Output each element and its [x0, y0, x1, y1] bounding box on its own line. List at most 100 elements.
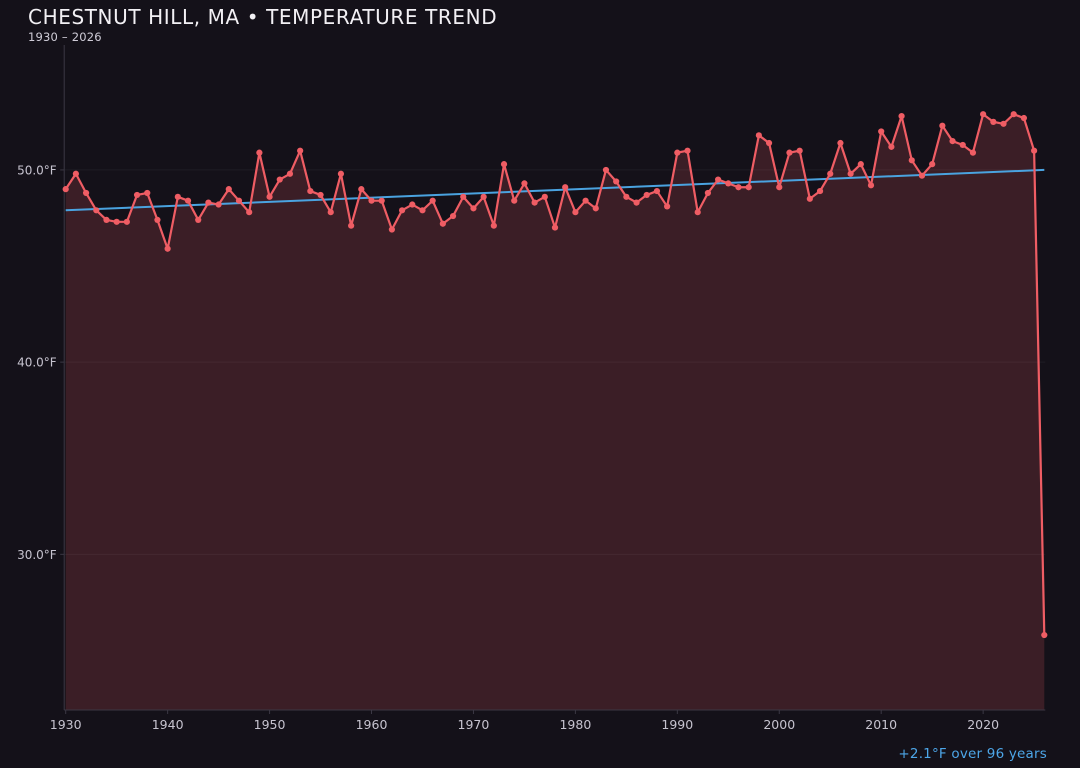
data-point-1952 — [286, 170, 294, 177]
data-point-2026 — [1041, 631, 1048, 639]
data-point-1949 — [256, 149, 263, 156]
data-point-1996 — [735, 184, 742, 191]
data-point-1946 — [225, 186, 232, 193]
x-tick-label: 2010 — [865, 717, 897, 732]
data-point-1975 — [521, 180, 528, 187]
data-point-1944 — [205, 199, 212, 206]
data-point-1988 — [653, 187, 661, 195]
x-tick-label: 1950 — [254, 717, 286, 732]
data-point-2016 — [939, 122, 946, 129]
data-point-1968 — [449, 212, 457, 220]
data-point-2003 — [806, 195, 813, 202]
data-point-1973 — [500, 161, 508, 168]
data-point-1978 — [551, 224, 559, 231]
data-point-2015 — [929, 161, 936, 168]
y-tick-label: 40.0°F — [17, 356, 57, 370]
data-point-1965 — [419, 207, 426, 214]
data-point-1953 — [297, 147, 304, 154]
data-point-2021 — [990, 118, 997, 125]
data-point-1933 — [93, 207, 100, 214]
data-point-1931 — [72, 170, 79, 177]
data-point-1963 — [398, 207, 406, 214]
data-point-1976 — [531, 199, 538, 206]
data-point-1960 — [368, 197, 375, 204]
data-point-1990 — [674, 149, 681, 156]
data-point-1998 — [755, 132, 762, 139]
x-tick-label: 1960 — [356, 717, 388, 732]
data-point-1930 — [62, 186, 69, 193]
data-point-1940 — [164, 245, 171, 252]
data-point-1981 — [582, 197, 589, 204]
x-tick-label: 1970 — [458, 717, 490, 732]
data-point-1967 — [439, 220, 446, 227]
data-point-1972 — [490, 222, 497, 229]
data-point-2018 — [959, 141, 966, 149]
data-point-2019 — [969, 149, 977, 156]
data-point-1970 — [470, 205, 477, 212]
data-point-1955 — [317, 191, 324, 199]
data-point-1995 — [725, 180, 732, 187]
data-point-1950 — [266, 193, 273, 200]
data-point-2004 — [816, 187, 824, 195]
data-point-1938 — [144, 189, 151, 197]
trend-annotation: +2.1°F over 96 years — [898, 746, 1047, 762]
data-point-1987 — [643, 191, 650, 199]
data-point-2001 — [786, 149, 793, 156]
data-point-2022 — [1000, 120, 1007, 127]
chart-header: CHESTNUT HILL, MA • TEMPERATURE TREND 19… — [28, 6, 497, 45]
data-point-1974 — [511, 197, 518, 204]
x-tick-label: 1980 — [559, 717, 591, 732]
data-point-1936 — [123, 218, 130, 225]
data-point-1948 — [246, 209, 253, 216]
data-point-2007 — [847, 170, 854, 177]
data-point-2017 — [949, 137, 956, 145]
data-point-1934 — [103, 216, 110, 223]
data-point-1941 — [174, 193, 181, 200]
data-point-2000 — [776, 184, 783, 191]
x-tick-label: 1930 — [50, 717, 82, 732]
data-point-2011 — [888, 143, 895, 150]
trend-line — [65, 168, 1045, 212]
data-point-2006 — [837, 139, 844, 147]
y-tick-label: 50.0°F — [17, 163, 57, 177]
data-point-1984 — [613, 178, 620, 185]
data-point-1942 — [184, 197, 192, 204]
data-point-2012 — [898, 113, 905, 120]
data-point-1997 — [745, 184, 752, 191]
data-point-1945 — [215, 201, 222, 208]
data-point-1961 — [378, 197, 385, 204]
data-point-2024 — [1020, 114, 1028, 122]
data-point-2009 — [867, 182, 875, 189]
data-point-1994 — [715, 176, 722, 183]
y-tick-label: 30.0°F — [17, 548, 57, 562]
data-point-1937 — [133, 191, 141, 199]
data-point-1985 — [623, 193, 630, 200]
data-point-1991 — [684, 147, 691, 154]
x-tick-label: 1990 — [661, 717, 693, 732]
data-point-2013 — [908, 157, 915, 164]
data-point-1971 — [480, 193, 487, 200]
data-point-1935 — [113, 218, 120, 225]
data-point-1992 — [694, 209, 701, 216]
data-point-1956 — [327, 209, 334, 216]
data-point-1993 — [704, 189, 712, 197]
data-point-1969 — [460, 193, 467, 200]
data-point-2020 — [980, 111, 987, 118]
data-point-1982 — [592, 205, 599, 212]
data-point-2008 — [857, 161, 864, 168]
data-point-1958 — [348, 222, 355, 229]
data-point-1932 — [82, 189, 90, 197]
x-tick-label: 2000 — [763, 717, 795, 732]
data-point-1979 — [562, 184, 569, 191]
x-tick-label: 2020 — [967, 717, 999, 732]
x-tick-label: 1940 — [152, 717, 184, 732]
data-point-1999 — [765, 139, 773, 147]
data-point-1966 — [429, 197, 436, 204]
data-point-1964 — [409, 201, 416, 208]
data-point-1977 — [541, 193, 548, 200]
data-point-1959 — [358, 186, 365, 193]
data-point-1947 — [235, 197, 243, 204]
data-point-1943 — [195, 216, 202, 223]
